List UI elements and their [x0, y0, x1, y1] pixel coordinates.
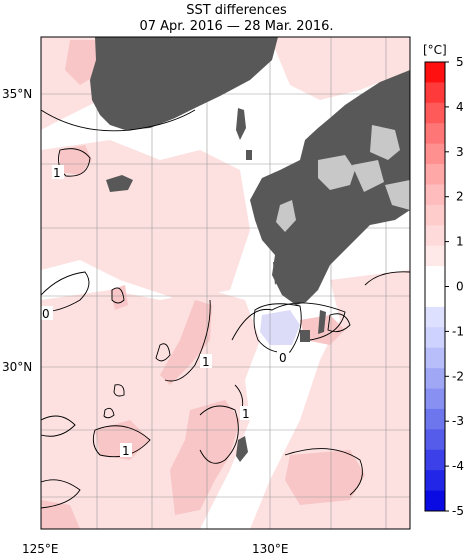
- colorbar: [°C] 5 4 3 2 1 0 -1 -2 -3 -4 -5: [423, 43, 464, 518]
- korea-peninsula: [90, 37, 278, 130]
- contour-lines: [40, 109, 411, 509]
- colorbar-cell: [425, 164, 445, 185]
- contour-label: 0: [42, 307, 50, 321]
- axis-labels: 35°N 30°N 125°E 130°E: [2, 87, 289, 556]
- amami-island: [236, 436, 248, 462]
- colorbar-cell: [425, 62, 445, 83]
- colorbar-cell: [425, 204, 445, 226]
- colorbar-cell: [425, 184, 445, 206]
- colorbar-tick-label: 5: [456, 55, 464, 69]
- colorbar-cell: [425, 368, 445, 390]
- map-subtitle: 07 Apr. 2016 — 28 Mar. 2016.: [139, 19, 334, 34]
- tsushima-island: [236, 108, 246, 140]
- colorbar-cell: [425, 449, 445, 471]
- colorbar-tick-label: -1: [452, 324, 464, 338]
- contour-label-group: 1 0 1 0 1 1: [41, 165, 289, 458]
- colorbar-tick-label: 4: [456, 100, 464, 114]
- colorbar-tick-label: -3: [452, 414, 464, 428]
- colorbar-cell: [425, 429, 445, 451]
- colorbar-tick-label: -5: [452, 504, 464, 518]
- map-title: SST differences: [186, 3, 287, 18]
- yakushima: [300, 330, 310, 342]
- colorbar-tick-label: 1: [456, 235, 464, 249]
- colorbar-cell: [425, 225, 445, 247]
- colorbar-cell: [425, 102, 445, 124]
- colorbar-cell: [425, 388, 445, 410]
- contour-label: 1: [122, 444, 130, 458]
- contour-label: 1: [242, 407, 250, 421]
- colorbar-cell: [425, 245, 445, 267]
- colorbar-cell: [425, 123, 445, 145]
- koshiki-islands: [273, 262, 280, 285]
- colorbar-cell: [425, 266, 445, 287]
- contour-label: 1: [202, 355, 210, 369]
- colorbar-cell: [425, 347, 445, 369]
- land-inner: [276, 125, 410, 232]
- lon-label-125e: 125°E: [22, 542, 59, 556]
- colorbar-cell: [425, 306, 445, 328]
- lat-label-35n: 35°N: [2, 87, 32, 101]
- colorbar-tick-label: -2: [452, 369, 464, 383]
- iki-island: [246, 150, 252, 160]
- tanegashima: [318, 310, 326, 334]
- colorbar-tick-label: 3: [456, 145, 464, 159]
- colorbar-cell: [425, 143, 445, 165]
- lon-label-130e: 130°E: [252, 542, 289, 556]
- colorbar-cell: [425, 82, 445, 104]
- colorbar-tick-label: 2: [456, 190, 464, 204]
- colorbar-cells: [425, 62, 445, 512]
- map-area: 1 0 1 0 1 1: [40, 36, 411, 530]
- colorbar-cell: [425, 470, 445, 492]
- colorbar-ticks: 5 4 3 2 1 0 -1 -2 -3 -4 -5: [445, 55, 464, 518]
- jeju-island: [106, 175, 133, 192]
- colorbar-cell: [425, 408, 445, 430]
- contour-label: 0: [279, 351, 287, 365]
- colorbar-unit: [°C]: [423, 43, 447, 57]
- lat-label-30n: 30°N: [2, 360, 32, 374]
- contour-label: 1: [53, 166, 61, 180]
- colorbar-cell: [425, 490, 445, 512]
- colorbar-tick-label: -4: [452, 459, 464, 473]
- colorbar-cell: [425, 327, 445, 349]
- map-frame: [40, 36, 411, 530]
- colorbar-tick-label: 0: [456, 280, 464, 294]
- colorbar-cell: [425, 286, 445, 308]
